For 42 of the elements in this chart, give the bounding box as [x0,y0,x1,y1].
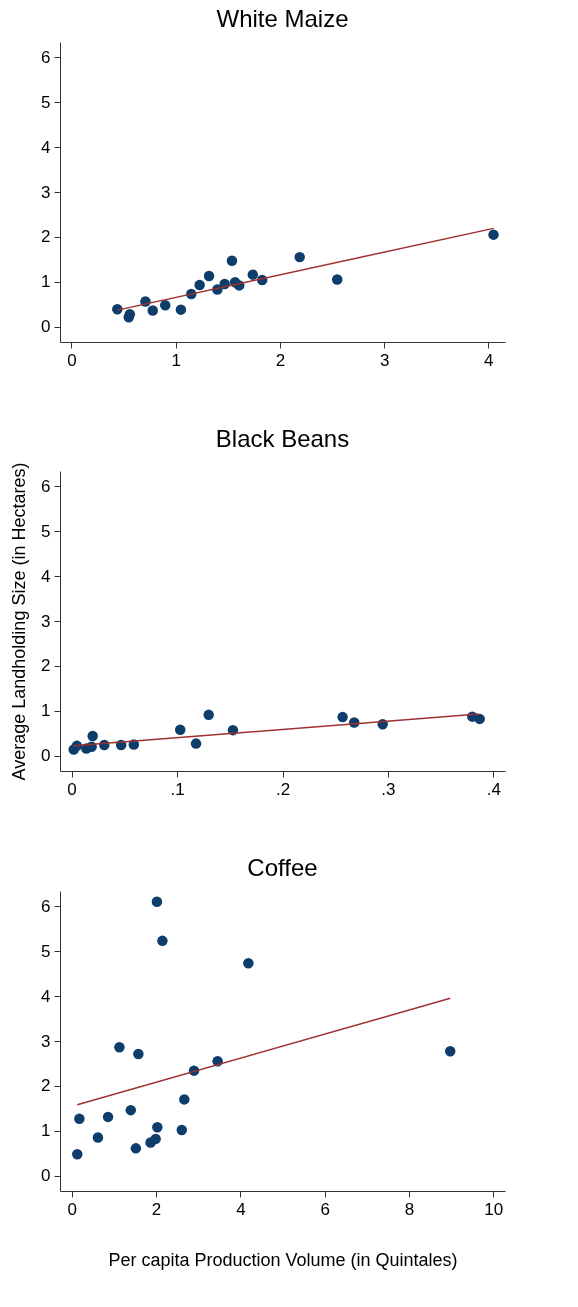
chart-title: Coffee [247,854,318,881]
y-tick-label: 4 [41,986,51,1006]
y-axis-title: Average Landholding Size (in Hectares) [9,462,30,781]
x-tick-label: 2 [275,350,286,370]
x-tick-label: 6 [320,1199,330,1219]
x-tick-label: .4 [486,779,501,799]
y-tick-label: 2 [41,656,51,676]
y-tick-label: 5 [41,521,51,541]
x-tick-label: 10 [484,1199,504,1219]
y-tick-label: 1 [41,701,51,721]
y-tick-label: 6 [41,896,51,916]
x-tick-label: .2 [275,779,291,799]
chart-title: White Maize [216,5,349,32]
y-tick-label: 2 [41,1076,51,1096]
y-tick-label: 6 [41,47,51,67]
chart-title: Black Beans [215,425,350,453]
y-tick-label: 2 [41,227,51,247]
x-tick-label: .1 [170,779,185,799]
x-axis-title: Per capita Production Volume (in Quintales) [108,1249,458,1270]
y-tick-label: 3 [41,1031,51,1051]
x-tick-label: 2 [151,1199,162,1219]
y-tick-label: 1 [41,272,51,292]
x-tick-label: 3 [379,350,390,370]
x-tick-label: 0 [67,1199,78,1219]
x-tick-label: 1 [171,350,181,370]
y-tick-label: 5 [41,941,51,961]
y-tick-label: 6 [41,476,51,496]
y-tick-label: 3 [41,611,51,631]
x-tick-label: 4 [236,1199,246,1219]
x-tick-label: 8 [404,1199,415,1219]
y-tick-label: 3 [41,182,51,202]
y-tick-label: 4 [41,137,51,157]
y-tick-label: 0 [41,1166,51,1186]
y-tick-label: 4 [41,566,51,586]
x-tick-label: 0 [67,350,77,370]
y-tick-label: 0 [41,317,51,337]
y-tick-label: 1 [41,1121,51,1141]
x-tick-label: 4 [484,350,494,370]
y-tick-label: 5 [41,92,51,112]
y-tick-label: 0 [41,746,51,766]
x-tick-label: 0 [67,779,77,799]
x-tick-label: .3 [381,779,396,799]
